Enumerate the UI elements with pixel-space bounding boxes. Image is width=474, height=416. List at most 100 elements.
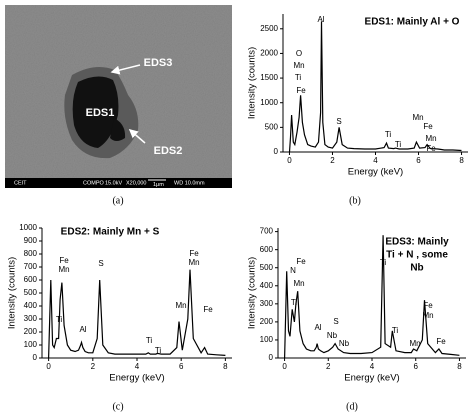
peak-label: Ti [291, 298, 298, 307]
info-text: 15.0kV [105, 180, 122, 186]
peak-label: N [290, 266, 296, 275]
peak-label: Fe [423, 122, 433, 131]
panel-label: (a) [112, 195, 123, 206]
peak-label: Fe [203, 305, 213, 314]
peak-label: Fe [436, 337, 446, 346]
peak-label: Al [314, 323, 321, 332]
peak-label: Ti [295, 73, 302, 82]
peak-label: Ti [155, 346, 162, 355]
peak-label: Mn [425, 134, 436, 143]
y-tick-label: 2500 [260, 24, 278, 33]
x-tick-label: 6 [179, 362, 184, 371]
y-tick-label: 800 [24, 249, 38, 258]
y-tick-label: 900 [24, 236, 38, 245]
x-tick-label: 2 [330, 156, 335, 165]
peak-label: Ti [56, 315, 63, 324]
peak-label: Fe [296, 86, 306, 95]
peak-label: Ti [385, 130, 392, 139]
peak-label: Ti [395, 140, 402, 149]
peak-label: Ti [392, 326, 399, 335]
x-tick-label: 8 [459, 156, 464, 165]
y-axis-label: Intensity (counts) [7, 257, 18, 329]
peak-label: S [98, 259, 103, 268]
y-tick-label: 400 [24, 301, 38, 310]
chart-title: EDS3: Mainly [385, 237, 449, 248]
y-tick-label: 300 [24, 314, 38, 323]
y-tick-label: 500 [24, 288, 38, 297]
image-label: EDS1 [86, 107, 115, 119]
x-tick-label: 2 [91, 362, 96, 371]
y-tick-label: 200 [24, 327, 38, 336]
x-axis-label: Energy (keV) [344, 373, 399, 384]
x-tick-label: 0 [282, 362, 287, 371]
x-tick-label: 4 [373, 156, 378, 165]
peak-label: Mn [412, 113, 423, 122]
y-tick-label: 1500 [260, 73, 278, 82]
x-axis-label: Energy (keV) [109, 373, 164, 384]
y-tick-label: 2000 [260, 49, 278, 58]
y-tick-label: 500 [265, 122, 279, 131]
y-tick-label: 600 [260, 245, 274, 254]
peak-label: Mn [293, 279, 304, 288]
x-tick-label: 0 [287, 156, 292, 165]
y-tick-label: 1000 [19, 223, 37, 232]
panel-label: (b) [349, 195, 361, 206]
x-tick-label: 2 [326, 362, 331, 371]
y-tick-label: 700 [260, 227, 274, 236]
y-tick-label: 300 [260, 299, 274, 308]
x-tick-label: 0 [46, 362, 51, 371]
x-tick-label: 4 [135, 362, 140, 371]
y-tick-label: 0 [33, 353, 38, 362]
chart-title: Nb [410, 263, 423, 274]
peak-label: Nb [339, 339, 350, 348]
peak-label: Mn [175, 301, 186, 310]
panel-label: (d) [346, 401, 358, 412]
x-tick-label: 8 [223, 362, 228, 371]
spectrum-line [288, 21, 462, 153]
peak-label: Fe [59, 256, 69, 265]
chart-title: Ti + N , some [386, 250, 448, 261]
y-tick-label: 200 [260, 317, 274, 326]
info-text: 1μm [153, 182, 164, 188]
peak-label: Fe [426, 144, 436, 153]
y-tick-label: 400 [260, 281, 274, 290]
y-tick-label: 100 [260, 335, 274, 344]
peak-label: Al [79, 325, 86, 334]
x-tick-label: 6 [416, 156, 421, 165]
arrow [128, 129, 146, 144]
peak-label: Mn [422, 311, 433, 320]
x-tick-label: 8 [457, 362, 462, 371]
info-text: CEIT [14, 180, 27, 186]
x-axis-label: Energy (keV) [348, 167, 403, 178]
peak-label: Mn [188, 258, 199, 267]
peak-label: Fe [423, 301, 433, 310]
y-tick-label: 500 [260, 263, 274, 272]
y-tick-label: 100 [24, 340, 38, 349]
y-tick-label: 0 [269, 353, 274, 362]
image-label: EDS3 [144, 57, 173, 69]
peak-label: Nb [327, 331, 338, 340]
y-tick-label: 700 [24, 262, 38, 271]
arrow [110, 64, 141, 75]
peak-label: Mn [58, 265, 69, 274]
info-text: X20,000 [126, 180, 147, 186]
info-text: COMPO [83, 180, 105, 186]
peak-label: Ti [146, 336, 153, 345]
y-tick-label: 600 [24, 275, 38, 284]
panel-label: (c) [112, 401, 123, 412]
info-bar [5, 178, 232, 188]
peak-label: S [336, 117, 341, 126]
chart-title: EDS1: Mainly Al + O [365, 17, 460, 28]
peak-label: Fe [189, 249, 199, 258]
y-axis-label: Intensity (counts) [247, 47, 258, 119]
peak-label: S [333, 317, 338, 326]
peak-label: Al [317, 15, 324, 24]
spectrum-line [284, 235, 460, 359]
peak-label: O [296, 49, 302, 58]
x-tick-label: 6 [413, 362, 418, 371]
info-text: WD 10.0mm [174, 180, 205, 186]
peak-label: Ti [380, 258, 387, 267]
chart-title: EDS2: Mainly Mn + S [61, 227, 160, 238]
y-tick-label: 1000 [260, 98, 278, 107]
